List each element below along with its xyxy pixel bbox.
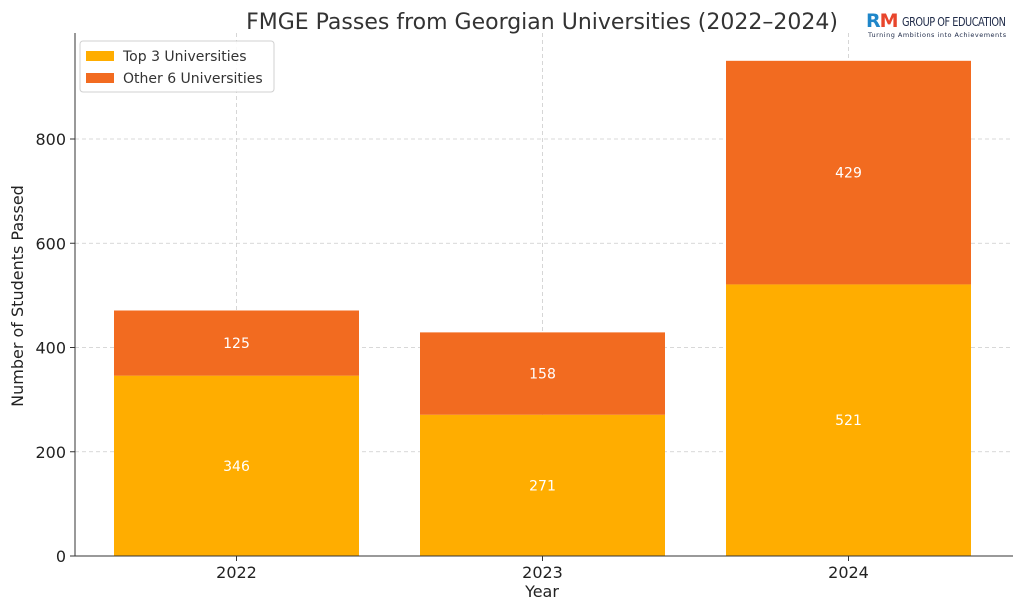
data-label: 346: [223, 459, 250, 475]
data-labels: 346 125 271 158 521 429: [223, 166, 862, 495]
logo-m: M: [879, 10, 899, 32]
bar-other6-2024: [726, 60, 971, 285]
logo-monogram: RM: [866, 10, 899, 32]
data-label: 429: [835, 166, 862, 182]
data-label: 521: [835, 413, 862, 429]
bars: [114, 60, 971, 556]
data-label: 158: [529, 367, 556, 383]
bar-top3-2022: [114, 375, 359, 556]
legend: Top 3 Universities Other 6 Universities: [79, 40, 275, 93]
bar-other6-2023: [420, 332, 665, 415]
legend-swatch-other6: [86, 73, 114, 83]
bar-top3-2023: [420, 414, 665, 556]
x-axis-label: Year: [524, 582, 559, 601]
y-tick-label: 800: [35, 130, 66, 149]
chart-title: FMGE Passes from Georgian Universities (…: [246, 10, 838, 35]
legend-label-top3: Top 3 Universities: [122, 49, 247, 65]
y-tick-label: 200: [35, 443, 66, 462]
bar-top3-2024: [726, 284, 971, 556]
logo-r: R: [866, 10, 881, 32]
logo-name: GROUP OF EDUCATION: [902, 14, 1006, 29]
legend-swatch-top3: [86, 51, 114, 61]
y-tick-label: 400: [35, 339, 66, 358]
y-tick-label: 600: [35, 234, 66, 253]
legend-box: [79, 40, 275, 93]
brand-logo: RM GROUP OF EDUCATION Turning Ambitions …: [866, 10, 1016, 40]
x-tick-label: 2024: [828, 563, 869, 582]
x-tick-label: 2023: [522, 563, 563, 582]
bar-other6-2022: [114, 310, 359, 376]
axes: 0 200 400 600 800 2022 2023 2024: [35, 33, 1013, 582]
logo-tagline: Turning Ambitions into Achievements: [868, 31, 1007, 39]
x-tick-label: 2022: [216, 563, 257, 582]
legend-label-other6: Other 6 Universities: [123, 71, 263, 87]
data-label: 271: [529, 478, 556, 494]
data-label: 125: [223, 336, 250, 352]
y-tick-label: 0: [56, 547, 66, 566]
y-axis-label: Number of Students Passed: [8, 185, 27, 407]
